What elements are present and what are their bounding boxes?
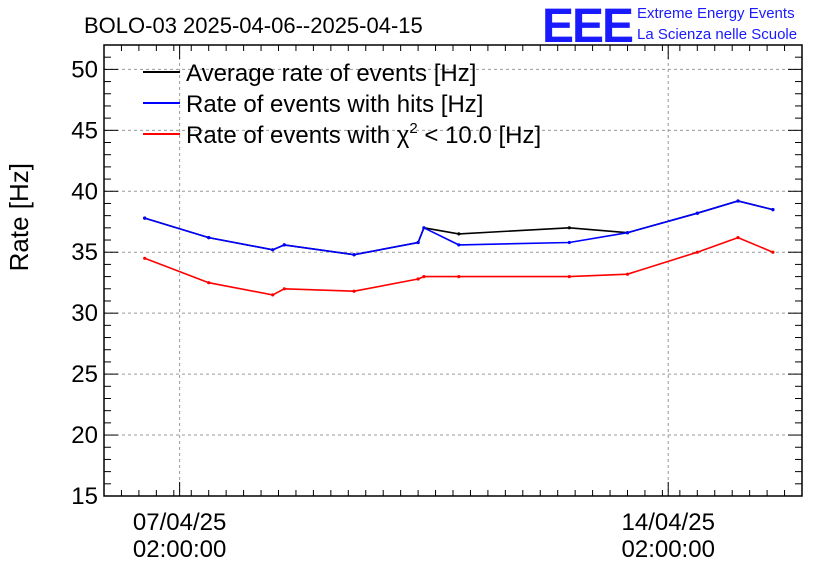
x-tick-date: 07/04/25 [133,509,226,536]
logo-line2: La Scienza nelle Scuole [637,26,797,43]
series-point-0 [457,232,461,236]
series-point-2 [625,272,630,276]
legend-chi2-exponent: 2 [409,120,417,137]
legend-label-avg: Average rate of events [Hz] [186,60,476,87]
x-tick-date: 14/04/25 [622,509,715,536]
series-point-1 [457,243,461,247]
logo-mark: EEE [542,0,633,53]
series-point-2 [567,275,571,279]
series-point-1 [207,236,211,240]
grid-lines [104,45,802,496]
y-tick-label: 45 [71,117,98,144]
series-point-1 [625,231,630,235]
series-point-2 [143,256,147,260]
series-point-2 [352,289,356,293]
y-tick-label: 20 [71,422,98,449]
y-axis-label: Rate [Hz] [4,163,34,271]
eee-logo: EEE Extreme Energy Events La Scienza nel… [542,0,797,53]
data-series [143,199,775,297]
series-point-2 [771,250,775,254]
y-tick-label: 15 [71,483,98,510]
series-point-1 [736,199,740,203]
series-point-1 [282,243,286,247]
series-line-1 [144,200,774,256]
x-tick-time: 02:00:00 [622,536,715,563]
x-tick-time: 02:00:00 [133,536,226,563]
y-tick-label: 50 [71,56,98,83]
plot-frame [103,44,803,497]
legend: Average rate of events [Hz] Rate of even… [143,60,541,149]
series-line-0 [144,200,774,256]
series-point-1 [143,216,147,220]
legend-label-hits: Rate of events with hits [Hz] [186,91,483,118]
series-point-1 [352,253,356,257]
y-tick-label: 30 [71,300,98,327]
legend-label-chi2: Rate of events with χ2 < 10.0 [Hz] [186,120,541,149]
series-point-1 [271,248,275,252]
series-point-2 [422,275,426,279]
legend-chi2-prefix: Rate of events with [186,122,397,149]
series-point-2 [736,236,740,240]
series-point-1 [771,208,775,212]
y-tick-label: 35 [71,239,98,266]
y-tick-label: 40 [71,178,98,205]
series-point-2 [207,281,211,285]
y-tick-label: 25 [71,361,98,388]
series-point-2 [271,293,275,297]
series-point-1 [422,226,426,230]
series-point-2 [695,250,699,254]
logo-line1: Extreme Energy Events [637,5,795,22]
series-point-2 [416,277,420,281]
legend-chi2-suffix: < 10.0 [Hz] [418,122,541,149]
series-point-0 [567,226,571,230]
series-point-2 [282,287,286,291]
series-point-1 [695,211,699,215]
series-point-2 [457,275,461,279]
legend-chi2-symbol: χ [397,122,410,149]
series-point-1 [567,240,571,245]
chart-title: BOLO-03 2025-04-06--2025-04-15 [84,13,423,38]
axes: 152025303540455007/04/2502:00:0014/04/25… [71,44,803,563]
series-point-1 [416,240,420,245]
